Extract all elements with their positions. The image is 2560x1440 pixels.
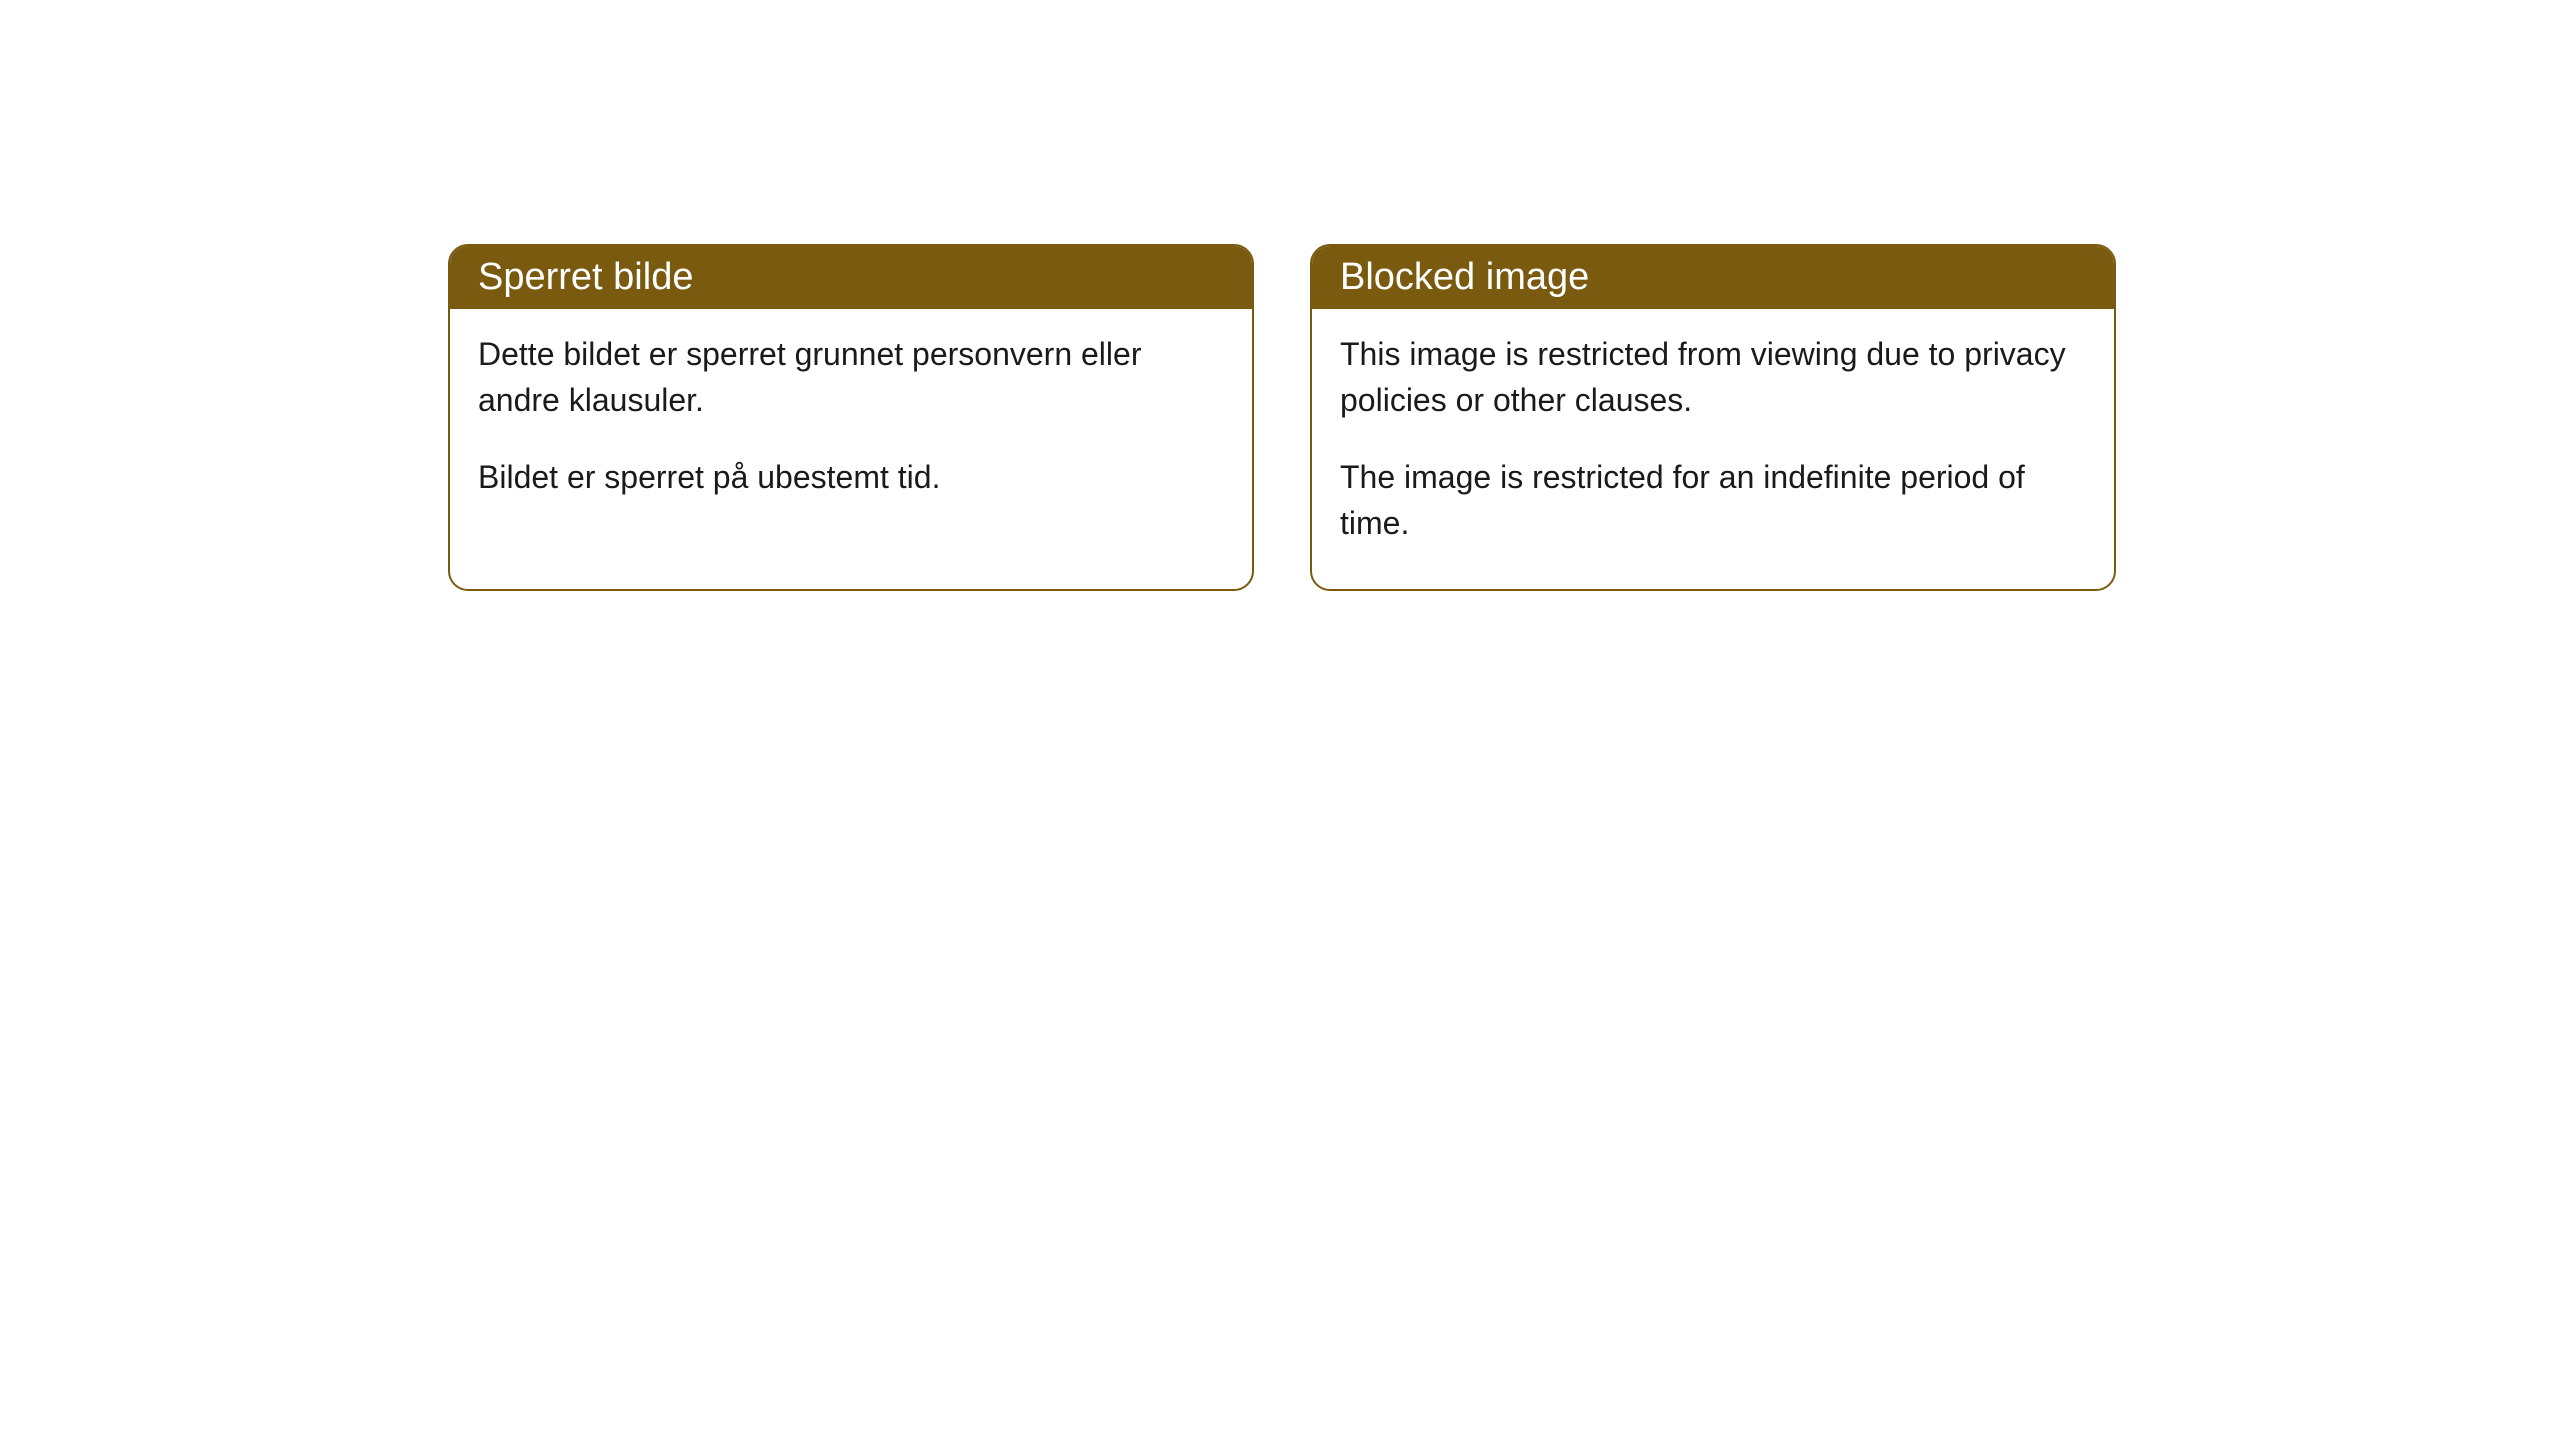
notice-card-header: Sperret bilde: [450, 246, 1252, 309]
notice-title: Blocked image: [1340, 256, 1589, 298]
notice-card-header: Blocked image: [1312, 246, 2114, 309]
notice-cards-container: Sperret bilde Dette bildet er sperret gr…: [448, 244, 2116, 591]
notice-card-body: Dette bildet er sperret grunnet personve…: [450, 309, 1252, 542]
notice-card-english: Blocked image This image is restricted f…: [1310, 244, 2116, 591]
notice-paragraph: The image is restricted for an indefinit…: [1340, 454, 2086, 547]
notice-paragraph: Bildet er sperret på ubestemt tid.: [478, 454, 1224, 500]
notice-paragraph: Dette bildet er sperret grunnet personve…: [478, 331, 1224, 424]
notice-title: Sperret bilde: [478, 256, 693, 298]
notice-card-body: This image is restricted from viewing du…: [1312, 309, 2114, 589]
notice-paragraph: This image is restricted from viewing du…: [1340, 331, 2086, 424]
notice-card-norwegian: Sperret bilde Dette bildet er sperret gr…: [448, 244, 1254, 591]
